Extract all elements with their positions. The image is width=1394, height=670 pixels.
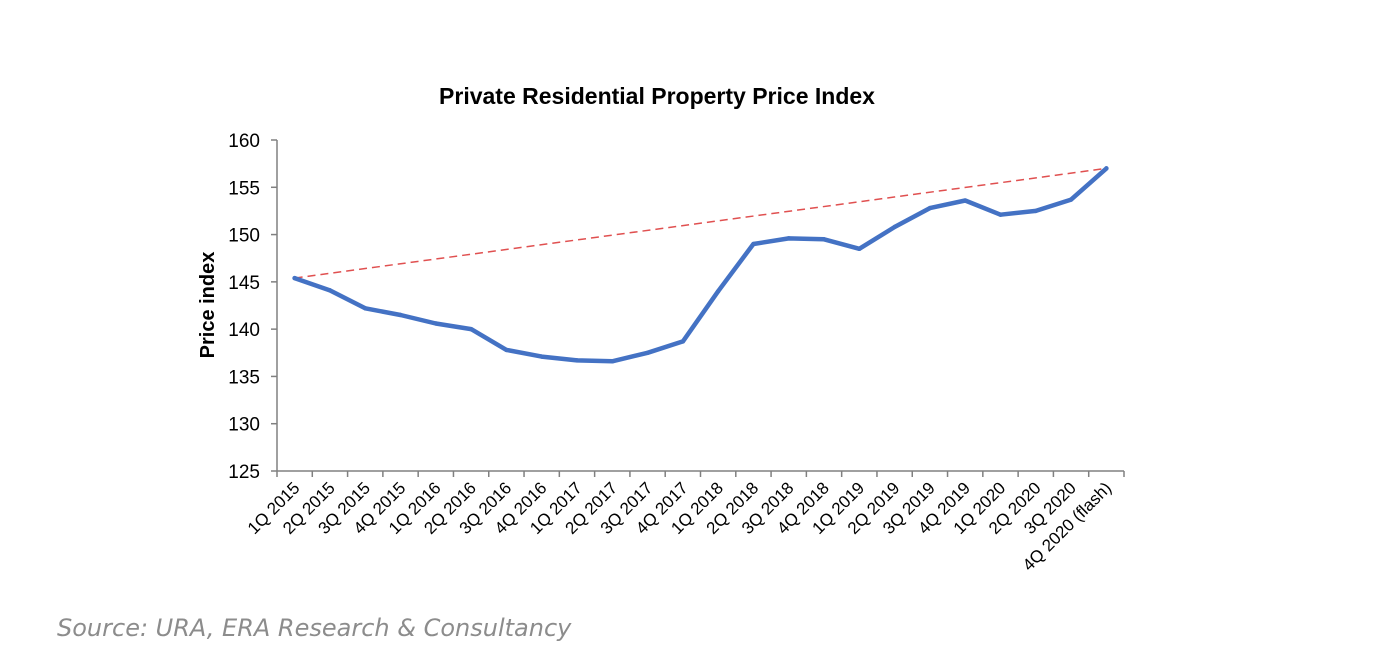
- data-point: [821, 237, 827, 242]
- data-point: [292, 275, 297, 281]
- data-point: [539, 354, 544, 359]
- source-caption: Source: URA, ERA Research & Consultancy: [57, 614, 572, 642]
- y-axis: 125 130 135 140 145 150 155 160: [228, 131, 278, 483]
- data-point: [751, 241, 756, 247]
- data-point: [610, 359, 615, 364]
- y-tick-label: 140: [228, 320, 260, 341]
- data-point: [680, 339, 686, 344]
- data-point: [327, 288, 333, 293]
- data-point: [962, 198, 968, 203]
- y-tick-label: 135: [228, 367, 260, 388]
- data-point: [927, 205, 933, 211]
- data-point: [1033, 208, 1038, 214]
- y-tick-label: 130: [228, 415, 260, 436]
- data-point: [468, 326, 474, 332]
- line-chart: Private Residential Property Price Index…: [197, 83, 1125, 575]
- plot-area: [292, 166, 1109, 364]
- data-point: [1104, 166, 1109, 171]
- trendline: [294, 167, 1107, 279]
- y-tick-label: 150: [228, 226, 260, 247]
- data-point: [1068, 197, 1074, 202]
- data-point: [715, 289, 721, 294]
- data-point: [892, 224, 897, 230]
- y-tick-label: 160: [228, 131, 260, 152]
- data-point: [574, 358, 580, 363]
- data-point: [857, 246, 862, 251]
- data-point: [504, 347, 509, 353]
- data-point: [433, 321, 439, 326]
- y-axis-label: Price index: [197, 252, 219, 359]
- data-point: [786, 236, 791, 241]
- data-point: [398, 312, 403, 318]
- y-tick-label: 125: [228, 462, 260, 483]
- y-tick-label: 145: [228, 273, 260, 294]
- chart-title: Private Residential Property Price Index: [439, 83, 875, 109]
- series-line-0: [292, 166, 1109, 364]
- data-point: [645, 350, 650, 355]
- data-point: [363, 306, 368, 311]
- data-point: [998, 212, 1003, 217]
- y-tick-label: 155: [228, 178, 260, 199]
